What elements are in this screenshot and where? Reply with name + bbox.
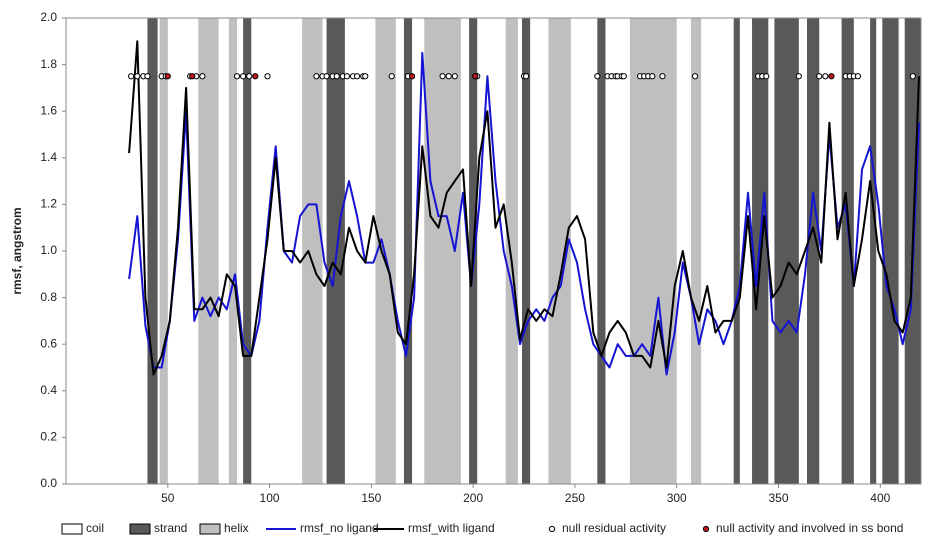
marker-point (313, 73, 320, 80)
region-strand (326, 18, 345, 484)
marker-point (252, 73, 259, 80)
legend-swatch (61, 523, 83, 535)
legend-marker (548, 525, 556, 533)
marker-point (233, 73, 241, 80)
marker-point (323, 73, 330, 80)
region-helix (690, 18, 702, 484)
y-tick-label: 2.0 (40, 10, 57, 24)
y-tick-label: 1.2 (40, 197, 57, 211)
y-tick-label: 0.8 (40, 290, 57, 304)
x-tick-label: 250 (565, 491, 585, 505)
region-strand (807, 18, 820, 484)
y-tick-label: 1.6 (40, 103, 57, 117)
series-line (128, 51, 920, 376)
marker-point (439, 73, 446, 80)
legend-marker (702, 525, 710, 533)
marker-point (816, 73, 823, 80)
marker-point (264, 73, 271, 80)
region-helix (505, 18, 518, 484)
marker-point (763, 73, 770, 80)
x-tick-label: 300 (667, 491, 687, 505)
series-line (128, 40, 920, 376)
x-tick-label: 400 (870, 491, 890, 505)
marker-point (445, 73, 452, 80)
marker-point (362, 73, 369, 80)
region-strand (243, 18, 252, 484)
marker-point (691, 73, 699, 80)
y-tick-label: 0.2 (40, 430, 57, 444)
marker-point (128, 73, 135, 80)
marker-point (333, 73, 340, 80)
legend-label: helix (224, 521, 249, 535)
marker-point (240, 73, 247, 80)
region-helix (228, 18, 237, 484)
legend-label: rmsf_no ligand (300, 521, 379, 535)
y-tick-label: 0.6 (40, 336, 57, 350)
region-helix (548, 18, 571, 484)
marker-point (144, 73, 151, 80)
region-strand (841, 18, 854, 484)
legend-label: null activity and involved in ss bond (716, 521, 903, 535)
region-helix (198, 18, 219, 484)
marker-point (164, 73, 171, 80)
x-tick-label: 350 (768, 491, 788, 505)
marker-point (909, 73, 916, 80)
legend-swatch (129, 523, 151, 535)
y-axis-label: rmsf, angstrom (10, 207, 24, 294)
legend-label: null residual activity (562, 521, 666, 535)
marker-point (828, 73, 835, 80)
y-tick-label: 0.0 (40, 476, 57, 490)
marker-point (343, 73, 351, 80)
marker-point (795, 73, 802, 80)
x-tick-label: 200 (463, 491, 483, 505)
region-helix (302, 18, 323, 484)
marker-point (134, 73, 141, 80)
region-strand (870, 18, 877, 484)
marker-point (472, 73, 479, 80)
region-strand (733, 18, 740, 484)
marker-point (408, 73, 416, 80)
legend-label: rmsf_with ligand (408, 521, 495, 535)
marker-point (659, 73, 666, 80)
legend-label: coil (86, 521, 104, 535)
region-strand (774, 18, 799, 484)
region-helix (629, 18, 677, 484)
marker-point (620, 73, 627, 80)
legend-swatch (199, 523, 221, 535)
legend-label: strand (154, 521, 187, 535)
region-strand (522, 18, 531, 484)
region-strand (147, 18, 158, 484)
marker-point (649, 73, 656, 80)
region-helix (159, 18, 168, 484)
marker-point (522, 73, 530, 80)
marker-point (246, 73, 253, 80)
x-tick-label: 50 (161, 491, 175, 505)
region-strand (403, 18, 413, 484)
region-strand (882, 18, 899, 484)
marker-point (354, 73, 361, 80)
marker-point (451, 73, 458, 80)
marker-point (189, 73, 196, 80)
marker-point (822, 73, 829, 80)
x-tick-label: 150 (361, 491, 381, 505)
y-tick-label: 1.4 (40, 150, 57, 164)
marker-point (594, 73, 601, 80)
marker-point (388, 73, 395, 80)
x-tick-label: 100 (260, 491, 280, 505)
y-tick-label: 1.8 (40, 57, 57, 71)
marker-point (199, 73, 206, 80)
y-tick-label: 1.0 (40, 243, 57, 257)
region-strand (597, 18, 606, 484)
region-helix (375, 18, 396, 484)
marker-point (854, 73, 861, 80)
y-tick-label: 0.4 (40, 383, 57, 397)
